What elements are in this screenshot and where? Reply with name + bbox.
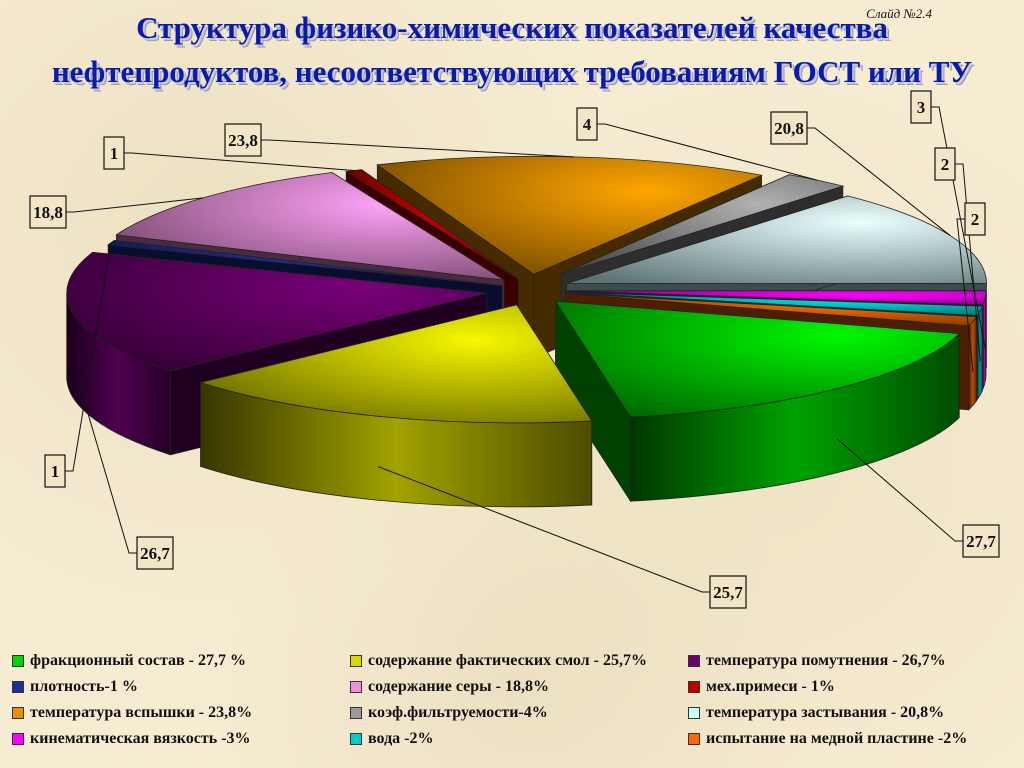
leader-line: [124, 152, 354, 172]
leader-line: [955, 163, 981, 362]
chart-legend: фракционный состав - 27,7 % содержание фа…: [12, 652, 1012, 748]
leader-line: [836, 438, 963, 542]
legend-label: испытание на медной пластине -2%: [706, 730, 968, 747]
legend-item: плотность-1 %: [12, 678, 350, 696]
data-label-box: [962, 524, 1000, 558]
data-label-box: [44, 454, 66, 488]
legend-swatch: [688, 681, 700, 693]
legend-swatch: [350, 733, 362, 745]
legend-swatch: [12, 681, 24, 693]
legend-label: температура помутнения - 26,7%: [706, 652, 946, 669]
legend-item: кинематическая вязкость -3%: [12, 730, 350, 748]
legend-item: содержание серы - 18,8%: [350, 678, 688, 696]
data-label-box: [103, 136, 125, 170]
data-label: 18,8: [33, 203, 63, 222]
title-line-2: нефтепродуктов, несоответствующих требов…: [51, 54, 973, 89]
data-label: 23,8: [228, 131, 258, 150]
leader-line: [261, 139, 574, 158]
legend-item: испытание на медной пластине -2%: [688, 730, 1012, 748]
legend-item: температура застывания - 20,8%: [688, 704, 1012, 722]
leader-line: [807, 127, 951, 236]
legend-label: плотность-1 %: [30, 678, 138, 695]
data-label: 2: [971, 210, 980, 229]
leader-line: [931, 106, 986, 349]
pie-slice: [554, 300, 961, 503]
data-label: 25,7: [713, 583, 743, 602]
legend-swatch: [12, 733, 24, 745]
legend-label: температура застывания - 20,8%: [706, 704, 945, 721]
leader-line: [73, 364, 137, 554]
chart-title: Структура физико-химических показателей …: [0, 6, 1024, 94]
legend-item: температура вспышки - 23,8%: [12, 704, 350, 722]
data-label: 27,7: [966, 532, 996, 551]
data-label-box: [964, 202, 986, 236]
legend-swatch: [688, 707, 700, 719]
legend-swatch: [350, 655, 362, 667]
legend-label: содержание серы - 18,8%: [368, 678, 549, 695]
legend-swatch: [688, 655, 700, 667]
legend-item: фракционный состав - 27,7 %: [12, 652, 350, 670]
leader-line: [597, 123, 818, 181]
data-label-box: [29, 195, 67, 229]
leader-line: [66, 197, 204, 213]
slide-number: Слайд №2.4: [866, 6, 932, 21]
legend-label: температура вспышки - 23,8%: [30, 704, 253, 721]
legend-label: кинематическая вязкость -3%: [30, 730, 251, 747]
data-label-box: [709, 575, 747, 609]
legend-item: содержание фактических смол - 25,7%: [350, 652, 688, 670]
leader-line: [956, 218, 974, 372]
legend-swatch: [12, 707, 24, 719]
data-label-box: [576, 107, 598, 141]
pie-slice: [199, 303, 593, 508]
legend-item: температура помутнения - 26,7%: [688, 652, 1012, 670]
data-label: 4: [583, 115, 592, 134]
leader-line: [65, 242, 112, 472]
legend-item: вода -2%: [350, 730, 688, 748]
data-label: 1: [110, 144, 119, 163]
data-label-box: [910, 90, 932, 124]
title-line-1: Структура физико-химических показателей …: [136, 10, 888, 45]
legend-swatch: [12, 655, 24, 667]
legend-item: мех.примеси - 1%: [688, 678, 1012, 696]
data-label: 20,8: [774, 119, 804, 138]
data-label-box: [224, 123, 262, 157]
legend-swatch: [350, 707, 362, 719]
data-label: 3: [917, 98, 926, 117]
data-label: 26,7: [140, 544, 170, 563]
legend-label: мех.примеси - 1%: [706, 678, 835, 695]
pie-chart: 27,7 25,7 26,7 1 18,8 1 23,8 4 20,8 3 2 2: [29, 90, 1000, 609]
data-label: 1: [51, 462, 60, 481]
legend-label: коэф.фильтруемости-4%: [368, 704, 548, 721]
legend-swatch: [688, 733, 700, 745]
leader-line: [377, 466, 710, 593]
legend-label: содержание фактических смол - 25,7%: [368, 652, 647, 669]
data-label-box: [136, 536, 174, 570]
legend-swatch: [350, 681, 362, 693]
data-label-box: [770, 111, 808, 145]
legend-item: коэф.фильтруемости-4%: [350, 704, 688, 722]
data-label-box: [934, 147, 956, 181]
legend-label: фракционный состав - 27,7 %: [30, 652, 246, 669]
data-label: 2: [941, 155, 950, 174]
legend-label: вода -2%: [368, 730, 434, 747]
